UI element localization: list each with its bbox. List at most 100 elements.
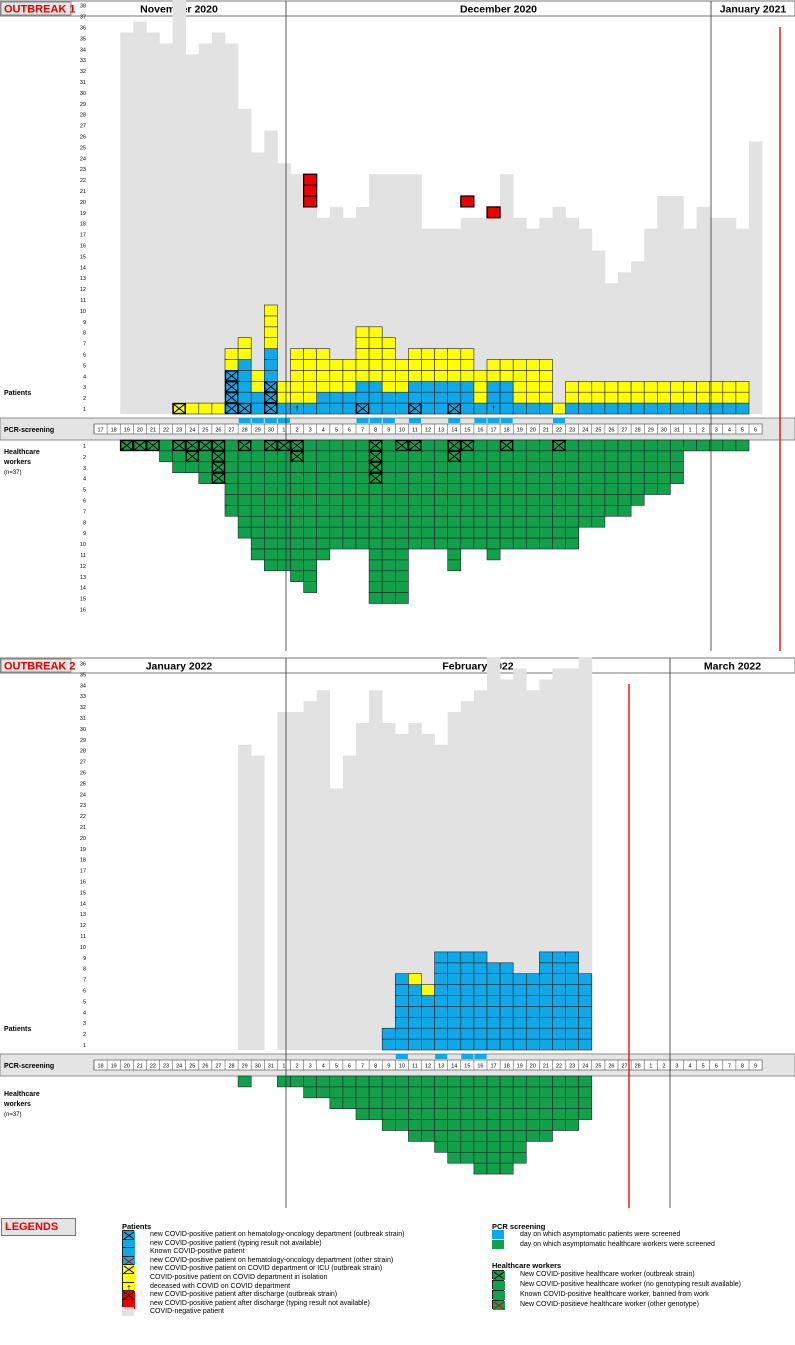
healthcare-worker-cell [381, 1075, 396, 1088]
healthcare-worker-cell [591, 472, 606, 484]
patient-tick: 36 [80, 26, 86, 32]
day-label: 12 [425, 1064, 431, 1070]
hcw-tick: 5 [83, 488, 86, 494]
healthcare-worker-cell [394, 581, 409, 593]
day-label: 28 [635, 428, 641, 434]
hcw-outbreak-cross-box [369, 439, 383, 451]
healthcare-worker-cell [198, 461, 213, 473]
patient-known-positive [408, 1038, 422, 1051]
patient-outbreak-cross-line-b [225, 371, 238, 381]
healthcare-worker-cell [277, 494, 291, 506]
patient-tick: 9 [83, 320, 86, 326]
healthcare-worker-cell [486, 494, 501, 506]
patient-known-positive [355, 380, 370, 393]
healthcare-worker-cell [408, 1075, 422, 1088]
patient-covid-department [408, 348, 422, 360]
patient-known-positive [408, 1016, 422, 1029]
patient-known-positive [421, 1038, 435, 1051]
negative-patient-bar [277, 163, 291, 414]
healthcare-worker-cell [368, 526, 383, 539]
negative-patient-bar [500, 679, 514, 1050]
patient-covid-department [237, 348, 252, 360]
healthcare-worker-cell [421, 515, 435, 528]
healthcare-worker-cell [512, 537, 527, 550]
healthcare-worker-cell [355, 515, 370, 528]
day-label: 30 [661, 428, 667, 434]
day-label: 2 [296, 1064, 299, 1070]
legend-text: deceased with COVID on COVID department [150, 1282, 291, 1290]
pcr-patient-marker [435, 1054, 448, 1059]
hcw-outbreak-cross-line-b [369, 473, 382, 483]
patient-covid-department [421, 370, 435, 382]
day-label: 29 [648, 428, 654, 434]
patient-tick: 26 [80, 771, 86, 777]
hcw-outbreak-cross-line-b [186, 440, 199, 451]
pcr-patient-marker [474, 1054, 487, 1059]
healthcare-worker-cell [277, 472, 291, 484]
day-label: 5 [702, 1064, 705, 1070]
healthcare-worker-cell [434, 1119, 449, 1131]
negative-patient-bar [408, 723, 422, 1050]
patient-covid-department [656, 380, 671, 393]
legend-text: COVID-positive patient on COVID departme… [150, 1274, 328, 1281]
patient-known-positive [473, 1027, 488, 1040]
healthcare-worker-cell [591, 494, 606, 506]
patient-covid-department [421, 359, 435, 371]
negative-patient-bar [487, 657, 501, 1050]
patient-tick: 4 [83, 1010, 86, 1016]
patient-known-positive [499, 962, 514, 974]
patient-known-positive [355, 391, 370, 404]
healthcare-worker-cell [316, 537, 331, 550]
day-label: 4 [322, 1064, 325, 1070]
healthcare-worker-cell [381, 515, 396, 528]
healthcare-worker-cell [735, 439, 750, 452]
healthcare-worker-cell [447, 1152, 462, 1164]
healthcare-worker-cell [263, 494, 278, 506]
patient-known-positive [434, 951, 449, 964]
patient-known-positive [447, 391, 462, 404]
patient-covid-department [355, 370, 370, 382]
healthcare-worker-cell [630, 472, 645, 484]
patient-covid-department [263, 337, 278, 349]
patient-outbreak-cross [224, 370, 239, 382]
patient-known-positive [447, 973, 462, 985]
patient-tick: 23 [80, 167, 86, 173]
month-label: December 2020 [460, 4, 537, 16]
hcw-label: workers [3, 1101, 31, 1108]
patient-tick: 28 [80, 113, 86, 119]
patient-covid-department [250, 370, 265, 382]
healthcare-worker-cell [486, 450, 501, 463]
healthcare-worker-cell [237, 450, 252, 463]
healthcare-worker-cell [434, 1130, 449, 1142]
negative-patient-bar [644, 228, 658, 414]
healthcare-worker-cell [486, 1097, 501, 1110]
healthcare-worker-cell [499, 515, 514, 528]
healthcare-worker-cell [250, 505, 265, 517]
patient-after-discharge [303, 173, 318, 186]
healthcare-worker-cell [224, 450, 239, 463]
healthcare-worker-cell [290, 494, 304, 506]
patient-tick: 13 [80, 912, 86, 918]
negative-patient-bar [369, 690, 383, 1050]
hcw-outbreak-cross-box [447, 450, 461, 462]
healthcare-worker-cell [578, 1086, 593, 1099]
patient-tick: 33 [80, 58, 86, 64]
patient-known-positive [473, 1038, 488, 1051]
healthcare-worker-cell [565, 505, 579, 517]
day-label: 21 [543, 428, 549, 434]
hcw-outbreak-cross-box [460, 439, 474, 451]
healthcare-worker-cell [303, 581, 318, 593]
day-label: 22 [556, 428, 562, 434]
patient-covid-department [303, 380, 318, 393]
healthcare-worker-cell [630, 483, 645, 495]
healthcare-worker-cell [224, 472, 239, 484]
patient-covid-department [604, 391, 619, 404]
day-label: 21 [543, 1064, 549, 1070]
patient-covid-department [368, 370, 383, 382]
header-bar [0, 657, 795, 674]
patient-known-positive [565, 1016, 579, 1029]
hcw-outbreak-cross-box [198, 439, 213, 451]
patient-tick: 10 [80, 945, 86, 951]
healthcare-worker-cell [578, 1097, 593, 1110]
healthcare-worker-cell [303, 461, 318, 473]
